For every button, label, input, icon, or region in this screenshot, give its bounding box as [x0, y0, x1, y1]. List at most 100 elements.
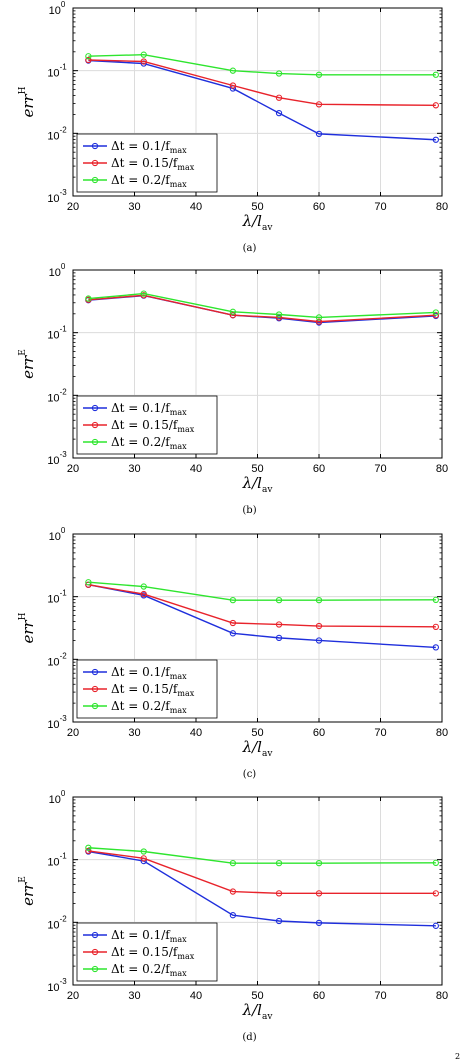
x-tick-label: 40: [190, 201, 202, 213]
y-tick-base: 10: [47, 455, 59, 467]
series-line-2: [88, 59, 436, 107]
series-line-2: [88, 850, 436, 895]
data-point: [315, 637, 323, 644]
data-point: [229, 912, 237, 919]
y-tick-exponent: -3: [60, 977, 68, 986]
y-axis-label-sup: E: [18, 349, 28, 356]
legend-entry-sub: max: [177, 425, 194, 434]
legend-entry-sub: max: [170, 408, 187, 417]
y-tick-base: 10: [47, 130, 59, 142]
y-tick-exponent: -1: [60, 589, 68, 598]
series-line-3: [88, 292, 436, 319]
data-point: [229, 630, 237, 637]
y-tick-exponent: -1: [60, 852, 68, 861]
legend-entry-sub: max: [170, 935, 187, 944]
data-point: [85, 56, 92, 64]
legend-entry-name: Δt = 0.2/f: [111, 435, 171, 449]
data-point: [315, 859, 323, 867]
data-point: [432, 922, 439, 929]
x-axis-label-sub: av: [262, 485, 273, 495]
x-tick-label: 20: [67, 727, 79, 739]
y-tick-exponent: -2: [60, 125, 68, 134]
legend-entry-name: Δt = 0.2/f: [111, 699, 171, 713]
x-axis-label-sub: av: [262, 749, 273, 759]
data-point: [229, 619, 237, 627]
data-point: [275, 94, 283, 101]
x-axis-label-sub: av: [262, 223, 273, 233]
y-tick-label: 100: [49, 262, 66, 279]
x-tick-label: 50: [251, 727, 263, 739]
series-line-1: [88, 584, 436, 649]
x-tick-label: 30: [128, 463, 140, 475]
x-tick-label: 60: [313, 990, 325, 1002]
data-point: [229, 82, 237, 89]
x-axis-label-main: λ/l: [242, 738, 263, 756]
data-point: [432, 623, 439, 630]
x-tick-label: 20: [67, 201, 79, 213]
legend-entry: Δt = 0.15/fmax: [111, 156, 195, 172]
legend-swatch-marker: [91, 438, 99, 446]
x-tick-label: 40: [190, 463, 202, 475]
x-tick-label: 50: [251, 463, 263, 475]
legend-entry-sub: max: [177, 952, 194, 961]
series-line-1: [88, 850, 436, 927]
data-point: [140, 51, 147, 58]
corner-mark: 2: [455, 1052, 461, 1061]
data-point: [229, 312, 237, 319]
data-point: [315, 919, 323, 927]
legend-entry: Δt = 0.1/fmax: [111, 928, 187, 944]
legend-entry-name: Δt = 0.15/f: [111, 682, 179, 696]
y-tick-label: 10-1: [47, 589, 67, 606]
y-tick-exponent: -2: [60, 914, 68, 923]
y-tick-label: 10-3: [47, 450, 67, 467]
legend-entry-sub: max: [170, 706, 187, 715]
data-point: [85, 579, 92, 586]
y-tick-base: 10: [47, 68, 59, 80]
legend-entry: Δt = 0.2/fmax: [111, 435, 187, 451]
y-tick-exponent: -3: [60, 714, 68, 723]
y-tick-label: 10-3: [47, 188, 67, 205]
x-tick-label: 50: [251, 990, 263, 1002]
y-tick-label: 10-1: [47, 852, 67, 869]
y-tick-exponent: 0: [61, 262, 66, 271]
data-point: [432, 71, 439, 78]
legend-entry-sub: max: [170, 146, 187, 155]
legend-entry: Δt = 0.15/fmax: [111, 682, 195, 698]
legend-entry: Δt = 0.15/fmax: [111, 945, 195, 961]
y-tick-base: 10: [49, 267, 61, 279]
x-tick-label: 20: [67, 463, 79, 475]
data-point: [85, 844, 92, 851]
series-line-1: [88, 59, 436, 141]
data-point: [275, 109, 283, 117]
x-tick-label: 80: [436, 727, 448, 739]
panel-caption: (c): [243, 769, 257, 780]
y-axis-label: errH: [18, 86, 37, 117]
legend-swatch-marker: [91, 142, 99, 150]
x-tick-label: 60: [313, 201, 325, 213]
data-point: [315, 130, 323, 138]
panel-caption: (b): [242, 505, 256, 516]
data-point: [275, 311, 283, 318]
legend-entry-name: Δt = 0.1/f: [111, 401, 171, 415]
data-point: [432, 309, 439, 316]
y-tick-base: 10: [47, 330, 59, 342]
x-tick-label: 30: [128, 727, 140, 739]
legend-entry: Δt = 0.2/fmax: [111, 173, 187, 189]
series-line-3: [88, 847, 436, 864]
data-point: [140, 583, 147, 590]
y-tick-label: 10-2: [47, 651, 67, 668]
data-point: [315, 596, 323, 604]
legend-swatch-marker: [91, 176, 99, 184]
y-axis-label-sup: H: [18, 86, 28, 94]
x-tick-label: 30: [128, 201, 140, 213]
y-tick-exponent: -1: [60, 325, 68, 334]
legend-swatch-marker: [91, 948, 99, 956]
data-point: [315, 318, 323, 325]
data-point: [315, 314, 323, 321]
legend-entry-sub: max: [170, 672, 187, 681]
x-tick-label: 60: [313, 463, 325, 475]
